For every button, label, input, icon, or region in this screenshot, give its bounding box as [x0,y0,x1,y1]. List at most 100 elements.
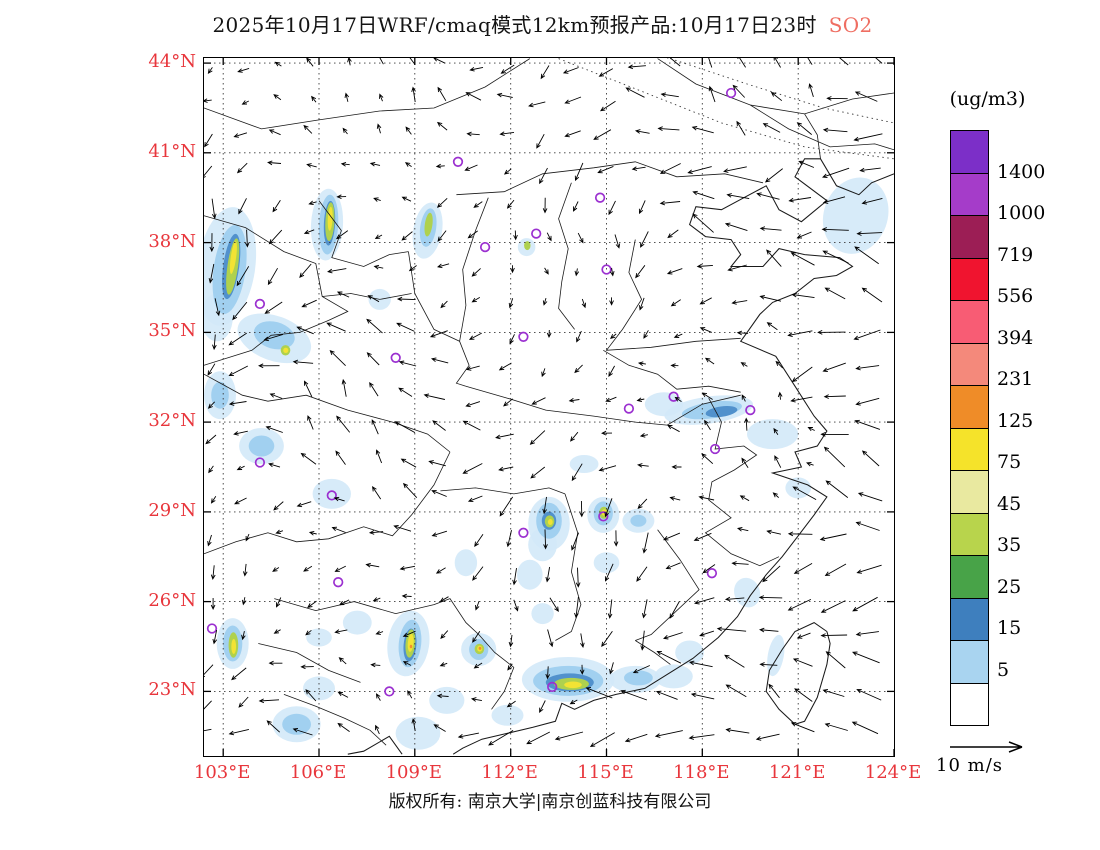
wind-arrow [208,465,214,474]
wind-arrow [304,380,313,397]
wind-arrow [296,326,314,335]
city-marker [547,681,558,693]
so2-patch [517,559,543,590]
wind-arrow [258,363,280,369]
wind-arrow [773,58,781,68]
wind-arrow [666,268,683,275]
lon-axis-label: 109°E [385,762,443,783]
coastline [347,735,403,755]
wind-arrow [205,434,217,445]
lon-axis-label: 115°E [577,762,634,783]
wind-arrow [822,689,845,697]
wind-arrow [472,566,484,581]
wind-arrow [604,563,614,582]
wind-arrow [822,250,849,264]
wind-arrow [790,396,813,403]
so2-patch [593,552,620,574]
wind-arrow [574,596,579,619]
wind-arrow [787,531,813,537]
lat-axis-label: 32°N [148,410,196,432]
wind-arrow [744,417,749,431]
wind-arrow [796,122,812,135]
wind-arrow [821,227,849,232]
wind-arrow [774,455,782,468]
wind-arrow [608,200,616,216]
wind-arrow [241,631,246,641]
wind-arrow [852,596,878,612]
wind-arrow [851,721,879,735]
wind-arrow [674,396,682,402]
wind-arrow [806,461,814,467]
wind-arrow [308,530,317,536]
wind-arrow [472,630,481,643]
wind-arrow [204,728,212,732]
wind-arrow [724,654,745,668]
wind-arrow [820,600,846,613]
province-border [635,529,700,641]
wind-arrow [245,533,250,542]
wind-arrow [423,393,445,400]
wind-arrow [266,720,281,733]
wind-arrow [333,496,345,502]
map-canvas[interactable] [204,58,894,756]
wind-arrow [268,129,281,136]
city-marker [384,686,395,697]
wind-arrow [212,334,217,351]
wind-arrow [794,688,813,702]
wind-arrow [772,492,779,498]
wind-arrow [634,129,650,134]
city-marker [206,623,218,634]
wind-arrow [531,397,546,405]
wind-arrow [787,598,812,611]
wind-arrow [263,333,284,342]
lon-axis-label: 103°E [193,762,251,783]
wind-arrow [273,629,281,634]
wind-arrow [732,84,746,98]
wind-arrow [500,64,515,74]
so2-patch [409,644,413,649]
wind-arrow [839,58,849,66]
colorbar-value: 719 [997,243,1034,266]
wind-arrow [475,600,480,611]
wind-arrow [275,529,284,534]
wind-arrow [758,595,783,600]
wind-arrow [620,689,648,701]
wind-arrow [292,359,314,365]
province-border [657,58,894,115]
city-marker [479,241,491,253]
wind-arrow [503,168,512,175]
colorbar-segment [951,512,988,555]
colorbar-segment [951,555,988,598]
title-species: SO2 [828,13,873,37]
wind-arrow [268,229,283,245]
lat-axis-label: 38°N [148,230,196,252]
wind-arrow [736,330,749,336]
wind-arrow [296,501,312,508]
wind-arrow [739,495,750,502]
wind-arrow [822,362,846,373]
wind-arrow [540,65,550,80]
wind-arrow [375,693,381,701]
wind-arrow [204,98,212,103]
wind-arrow [852,651,880,664]
colorbar-value: 15 [997,617,1022,639]
wind-arrow [589,732,615,748]
wind-arrow [465,365,480,371]
wind-arrow [258,698,280,704]
wind-arrow [637,498,648,510]
wind-arrow [777,391,783,400]
so2-patch [767,634,785,677]
city-marker [668,391,679,402]
wind-arrow [267,160,282,166]
province-border [455,341,470,387]
so2-patch [822,177,889,254]
city-marker [518,331,529,342]
wind-arrow [347,58,352,66]
wind-arrow [569,699,578,705]
city-marker [598,511,609,522]
wind-arrow [601,630,613,648]
wind-arrow [509,334,515,345]
wind-arrow [264,301,283,314]
wind-arrow [366,318,383,334]
wind-arrow [692,213,714,233]
